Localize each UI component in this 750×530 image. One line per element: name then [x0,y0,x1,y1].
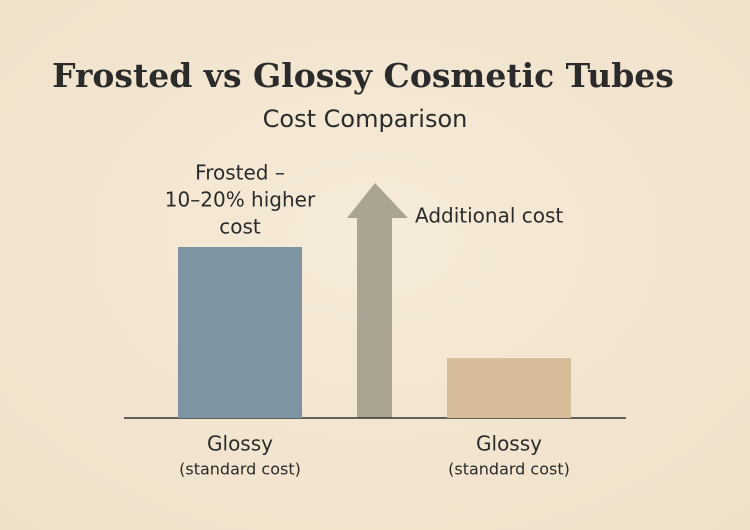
x-tick-label: Glossy [476,432,542,456]
chart-title: Frosted vs Glossy Cosmetic Tubes [52,56,674,95]
arrow-label: Additional cost [415,204,563,228]
bar-annotation: Frosted – [195,161,285,185]
x-tick-sublabel: (standard cost) [448,460,570,479]
bar [178,247,302,418]
arrow [347,183,408,418]
x-tick-sublabel: (standard cost) [179,460,301,479]
bar-annotation: 10–20% higher [165,188,316,212]
chart-subtitle: Cost Comparison [263,105,468,133]
bar [447,358,571,418]
x-tick-label: Glossy [207,432,273,456]
bar-annotation: cost [219,215,261,239]
